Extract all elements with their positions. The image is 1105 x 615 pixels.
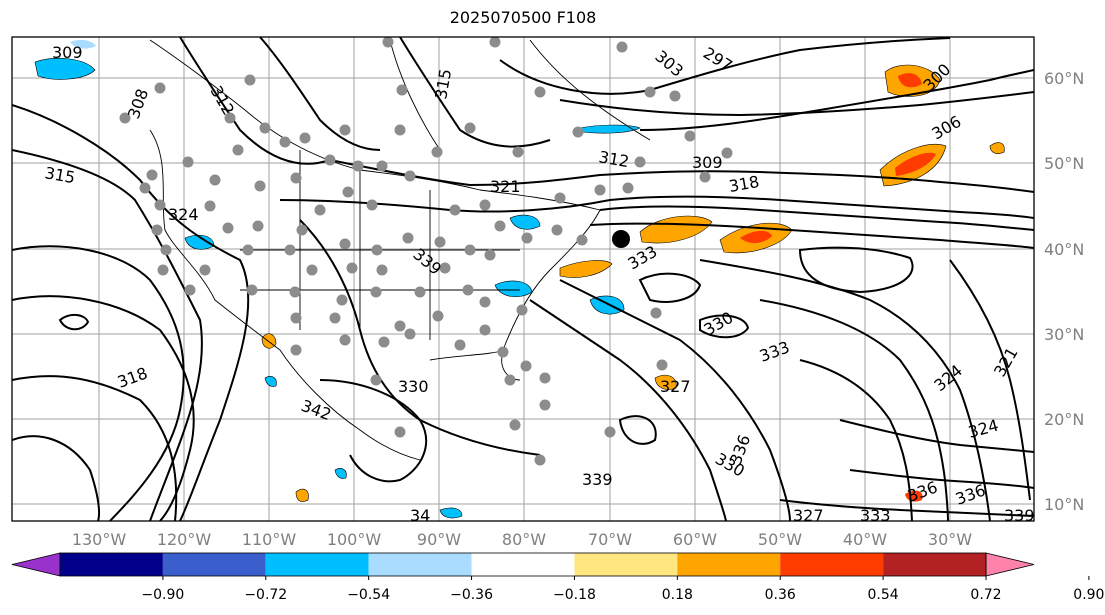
colorbar-segment bbox=[471, 553, 575, 576]
colorbar-tick-label: 0.90 bbox=[1073, 587, 1104, 603]
lat-label-50n: 50°N bbox=[1044, 154, 1084, 173]
focus-location-marker bbox=[612, 230, 630, 248]
lon-label-90w: 90°W bbox=[417, 530, 461, 549]
colorbar-ticks bbox=[162, 576, 1090, 580]
colorbar: −0.90 −0.72 −0.54 −0.36 −0.18 0.18 0.36 … bbox=[11, 552, 1104, 603]
colorbar-segment bbox=[162, 553, 266, 576]
contour-labels: 309 312 308 303 297 300 306 315 318 321 … bbox=[43, 43, 1035, 525]
contour-label: 327 bbox=[793, 506, 824, 525]
colorbar-tick-label: 0.36 bbox=[765, 587, 796, 603]
contour-label: 330 bbox=[398, 377, 429, 396]
lon-label-130w: 130°W bbox=[72, 530, 127, 549]
colorbar-segment bbox=[60, 553, 163, 576]
colorbar-tick-label: 0.18 bbox=[662, 587, 693, 603]
contour-label: 321 bbox=[490, 177, 521, 196]
colorbar-extend-min bbox=[11, 552, 61, 577]
contour-label: 309 bbox=[52, 43, 83, 62]
lat-label-30n: 30°N bbox=[1044, 325, 1084, 344]
lat-label-60n: 60°N bbox=[1044, 69, 1084, 88]
contour-lines bbox=[12, 37, 1034, 521]
contour-label: 339 bbox=[1004, 506, 1035, 525]
contour-label: 339 bbox=[582, 470, 613, 489]
contour-label: 324 bbox=[168, 205, 199, 224]
lon-label-50w: 50°W bbox=[758, 530, 802, 549]
map-title: 2025070500 F108 bbox=[449, 8, 597, 27]
lon-label-80w: 80°W bbox=[502, 530, 546, 549]
colorbar-segment bbox=[368, 553, 472, 576]
longitude-labels: 130°W 120°W 110°W 100°W 90°W 80°W 70°W 6… bbox=[72, 530, 972, 549]
lat-label-20n: 20°N bbox=[1044, 410, 1084, 429]
colorbar-tick-label: −0.36 bbox=[450, 587, 493, 603]
map-frame-bg bbox=[12, 37, 1034, 521]
colorbar-tick-label: −0.90 bbox=[141, 587, 184, 603]
lat-label-40n: 40°N bbox=[1044, 240, 1084, 259]
lon-label-100w: 100°W bbox=[327, 530, 382, 549]
latitude-labels: 60°N 50°N 40°N 30°N 20°N 10°N bbox=[1044, 69, 1084, 514]
contour-label: 327 bbox=[660, 377, 691, 396]
contour-label: 333 bbox=[860, 506, 891, 525]
colorbar-outline bbox=[59, 552, 987, 577]
colorbar-tick-label: −0.54 bbox=[347, 587, 390, 603]
colorbar-tick-label: 0.54 bbox=[868, 587, 899, 603]
colorbar-tick-label: −0.18 bbox=[553, 587, 596, 603]
lon-label-120w: 120°W bbox=[157, 530, 212, 549]
station-markers bbox=[119, 37, 733, 466]
gridlines bbox=[12, 37, 1034, 521]
colorbar-segments bbox=[11, 552, 1035, 577]
lat-label-10n: 10°N bbox=[1044, 495, 1084, 514]
colorbar-tick-label: 0.72 bbox=[970, 587, 1001, 603]
contour-label: 34 bbox=[410, 506, 430, 525]
colorbar-segment bbox=[780, 553, 884, 576]
lon-label-30w: 30°W bbox=[928, 530, 972, 549]
lon-label-60w: 60°W bbox=[673, 530, 717, 549]
colorbar-segment bbox=[574, 553, 678, 576]
colorbar-extend-max bbox=[985, 552, 1035, 577]
colorbar-segment bbox=[677, 553, 781, 576]
shaded-areas bbox=[34, 39, 1005, 519]
colorbar-segment bbox=[265, 553, 369, 576]
lon-label-40w: 40°W bbox=[843, 530, 887, 549]
colorbar-tick-label: −0.72 bbox=[244, 587, 287, 603]
lon-label-110w: 110°W bbox=[242, 530, 297, 549]
contour-label: 309 bbox=[692, 153, 723, 172]
map-border bbox=[11, 36, 1035, 522]
colorbar-tick-labels: −0.90 −0.72 −0.54 −0.36 −0.18 0.18 0.36 … bbox=[141, 587, 1104, 603]
lon-label-70w: 70°W bbox=[588, 530, 632, 549]
colorbar-segment bbox=[883, 553, 986, 576]
